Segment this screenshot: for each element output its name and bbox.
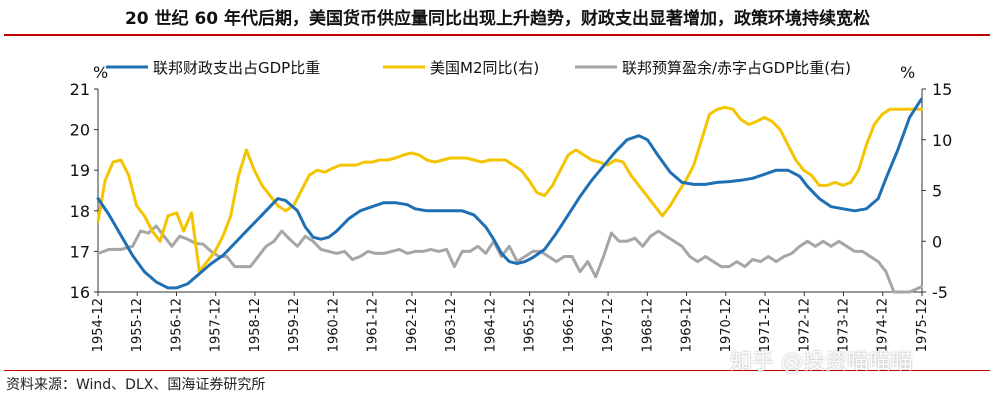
x-tick-label: 1966-12 [562, 298, 577, 352]
x-tick-label: 1961-12 [366, 298, 381, 352]
left-tick-label: 20 [70, 121, 90, 140]
x-tick-label: 1964-12 [483, 298, 498, 352]
source-note: 资料来源：Wind、DLX、国海证券研究所 [6, 377, 266, 393]
legend-label-3: 联邦预算盈余/赤字占GDP比重(右) [622, 59, 851, 77]
footer-rule [4, 370, 990, 371]
left-tick-label: 21 [70, 80, 90, 99]
x-tick-label: 1954-12 [91, 298, 106, 352]
x-tick-label: 1958-12 [248, 298, 263, 352]
legend-label-2: 美国M2同比(右) [430, 59, 539, 77]
watermark: 知乎 @投资喵喵喵 [730, 350, 913, 375]
left-tick-label: 16 [70, 283, 90, 302]
x-tick-label: 1957-12 [209, 298, 224, 352]
x-tick-label: 1969-12 [680, 298, 695, 352]
right-tick-label: 10 [932, 131, 952, 150]
x-tick-label: 1970-12 [719, 298, 734, 352]
x-tick-label: 1955-12 [130, 298, 145, 352]
left-tick-label: 17 [70, 242, 90, 261]
series-line-1 [96, 97, 923, 290]
x-tick-label: 1971-12 [758, 298, 773, 352]
chart-title: 20 世纪 60 年代后期，美国货币供应量同比出现上升趋势，财政支出显著增加，政… [124, 9, 871, 29]
chart-svg: 16 17 18 19 20 21 -5 0 5 10 15% % 1954-12 1955-12 1956… [70, 59, 953, 352]
left-tick-label: 18 [70, 202, 90, 221]
x-tick-label: 1962-12 [405, 298, 420, 352]
right-unit-label: % [900, 63, 915, 82]
x-tick-label: 1968-12 [640, 298, 655, 352]
right-tick-label: -5 [932, 283, 948, 302]
series-line-2 [96, 105, 923, 274]
x-tick-label: 1973-12 [837, 298, 852, 352]
x-tick-label: 1975-12 [915, 298, 930, 352]
x-tick-label: 1967-12 [601, 298, 616, 352]
legend-label-1: 联邦财政支出占GDP比重 [153, 59, 320, 77]
title-rule [4, 34, 990, 36]
x-tick-label: 1965-12 [523, 298, 538, 352]
x-tick-label: 1960-12 [326, 298, 341, 352]
series-line-3 [96, 224, 923, 294]
right-tick-label: 5 [932, 182, 942, 201]
chart-lines [96, 97, 923, 294]
right-tick-label: 15 [932, 80, 952, 99]
right-tick-label: 0 [932, 232, 942, 251]
x-tick-label: 1956-12 [169, 298, 184, 352]
x-tick-label: 1972-12 [797, 298, 812, 352]
x-tick-label: 1974-12 [876, 298, 891, 352]
x-tick-label: 1959-12 [287, 298, 302, 352]
x-tick-label: 1963-12 [444, 298, 459, 352]
chart-axes: 16 17 18 19 20 21 -5 0 5 10 15% % 1954-12 1955-12 1956… [70, 63, 953, 352]
chart-legend: 联邦财政支出占GDP比重 美国M2同比(右) 联邦预算盈余/赤字占GDP比重(右) [106, 59, 851, 77]
left-tick-label: 19 [70, 161, 90, 180]
left-unit-label: % [93, 63, 108, 82]
